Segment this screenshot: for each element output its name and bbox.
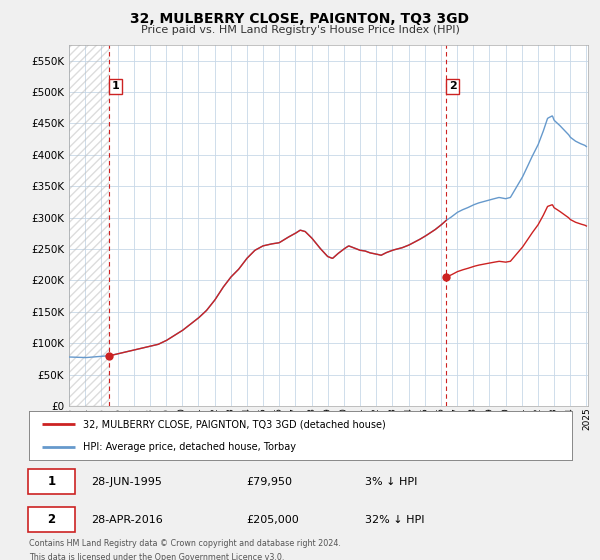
Text: Price paid vs. HM Land Registry's House Price Index (HPI): Price paid vs. HM Land Registry's House … (140, 25, 460, 35)
Text: 3% ↓ HPI: 3% ↓ HPI (365, 477, 418, 487)
Text: £79,950: £79,950 (246, 477, 292, 487)
Text: 1: 1 (47, 475, 56, 488)
Text: This data is licensed under the Open Government Licence v3.0.: This data is licensed under the Open Gov… (29, 553, 284, 560)
Text: 32, MULBERRY CLOSE, PAIGNTON, TQ3 3GD: 32, MULBERRY CLOSE, PAIGNTON, TQ3 3GD (131, 12, 470, 26)
Text: HPI: Average price, detached house, Torbay: HPI: Average price, detached house, Torb… (83, 442, 296, 452)
Text: 2: 2 (47, 513, 56, 526)
Text: £205,000: £205,000 (246, 515, 299, 525)
Text: 28-JUN-1995: 28-JUN-1995 (91, 477, 162, 487)
Text: 32% ↓ HPI: 32% ↓ HPI (365, 515, 425, 525)
FancyBboxPatch shape (28, 469, 76, 494)
Text: 28-APR-2016: 28-APR-2016 (91, 515, 163, 525)
Text: 1: 1 (112, 81, 119, 91)
Text: 32, MULBERRY CLOSE, PAIGNTON, TQ3 3GD (detached house): 32, MULBERRY CLOSE, PAIGNTON, TQ3 3GD (d… (83, 419, 386, 430)
Text: 2: 2 (449, 81, 457, 91)
Text: Contains HM Land Registry data © Crown copyright and database right 2024.: Contains HM Land Registry data © Crown c… (29, 539, 341, 548)
FancyBboxPatch shape (28, 507, 76, 532)
